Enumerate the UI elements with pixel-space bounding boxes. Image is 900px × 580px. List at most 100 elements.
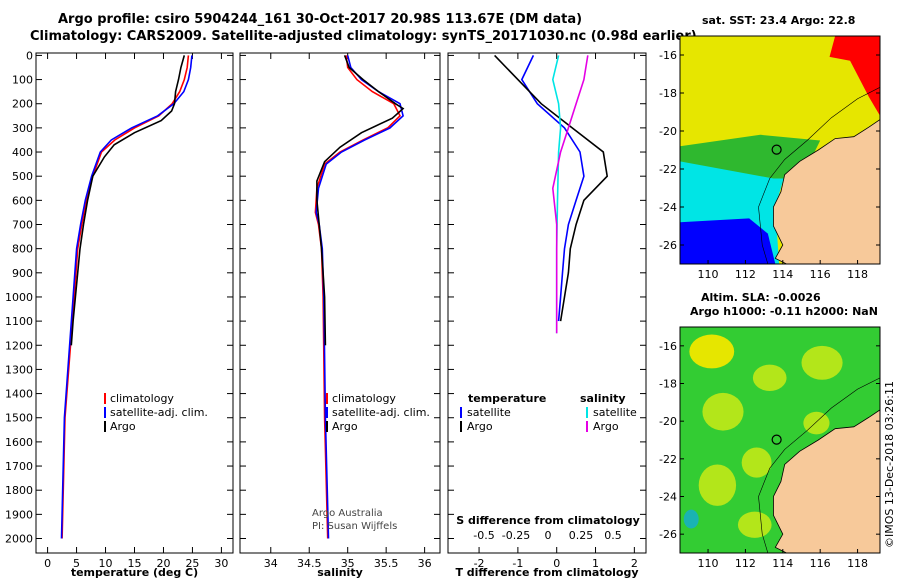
annotation-pi: PI: Susan Wijffels bbox=[312, 521, 397, 532]
map-y-tick-label: -24 bbox=[659, 491, 677, 504]
series-line-argo bbox=[494, 54, 609, 322]
profile-panel-2: 34 34.5 35 35.5 36 salinity climatologysatelli… bbox=[239, 52, 441, 579]
map-x-tick-label: 110 bbox=[698, 557, 719, 570]
series-line-argo bbox=[70, 55, 186, 346]
map-x-tick-label: 116 bbox=[810, 557, 831, 570]
legend-label: satellite-adj. clim. bbox=[332, 406, 430, 419]
y-tick-label: 1100 bbox=[5, 315, 33, 328]
sla-anomaly-blob bbox=[741, 447, 772, 478]
sst-map-title: sat. SST: 23.4 Argo: 22.8 bbox=[702, 14, 856, 27]
legend-label: Argo bbox=[467, 420, 493, 433]
legend-label: Argo bbox=[110, 420, 136, 433]
sst-map: 110 112 114 116 118 -16 -18 -20 -22 -24 -26 bbox=[659, 35, 881, 281]
map-y-tick-label: -26 bbox=[659, 528, 677, 541]
panel-frame bbox=[447, 52, 647, 554]
bathymetry-contour bbox=[758, 377, 881, 554]
sst-mid-water bbox=[680, 134, 821, 179]
y-tick-label: 500 bbox=[12, 170, 33, 183]
y-tick-label: 800 bbox=[12, 243, 33, 256]
x-tick-label: 1 bbox=[592, 557, 599, 570]
map-y-tick-label: -20 bbox=[659, 415, 677, 428]
map-y-tick-label: -24 bbox=[659, 201, 677, 214]
map-y-tick-label: -18 bbox=[659, 87, 677, 100]
y-tick-label: 1400 bbox=[5, 388, 33, 401]
map-x-tick-label: 116 bbox=[810, 268, 831, 281]
y-tick-label: 1200 bbox=[5, 339, 33, 352]
map-x-tick-label: 112 bbox=[735, 557, 756, 570]
map-y-tick-label: -16 bbox=[659, 49, 677, 62]
x-tick-label: 10 bbox=[99, 557, 113, 570]
y-tick-label: 1800 bbox=[5, 484, 33, 497]
legend-label: climatology bbox=[332, 392, 396, 405]
header-line-2: Climatology: CARS2009. Satellite-adjuste… bbox=[30, 29, 697, 44]
map-x-tick-label: 114 bbox=[772, 557, 793, 570]
x2-tick-label: 0 bbox=[545, 529, 552, 542]
sla-anomaly-blob bbox=[803, 411, 830, 435]
sla-map: 110 112 114 116 118 -16 -18 -20 -22 -24 -26 bbox=[659, 326, 881, 570]
x2-tick-label: -0.5 bbox=[473, 529, 494, 542]
x-tick-label: -2 bbox=[474, 557, 485, 570]
sla-anomaly-blob bbox=[683, 509, 699, 529]
x-tick-label: 0 bbox=[44, 557, 51, 570]
y-tick-label: 0 bbox=[26, 49, 33, 62]
sla-map-title-2: Argo h1000: -0.11 h2000: NaN bbox=[690, 305, 878, 318]
legend-title-salinity: salinity bbox=[580, 392, 626, 405]
map-frame bbox=[679, 35, 881, 265]
panel-frame bbox=[239, 52, 441, 554]
argo-float-marker bbox=[771, 434, 782, 445]
sla-anomaly-blob bbox=[752, 364, 787, 392]
imos-credit: ©IMOS 13-Dec-2018 03:26:11 bbox=[883, 381, 896, 548]
x2-tick-label: 0.5 bbox=[604, 529, 622, 542]
x-tick-label: 30 bbox=[214, 557, 228, 570]
y-tick-label: 900 bbox=[12, 267, 33, 280]
y-tick-label: 2000 bbox=[5, 533, 33, 546]
map-frame bbox=[679, 326, 881, 554]
argo-float-marker bbox=[771, 144, 782, 155]
y-tick-label: 1900 bbox=[5, 508, 33, 521]
profile-panel-1: 0 5 10 15 20 25 300100200300400500600700800900… bbox=[5, 49, 234, 579]
legend-title-temperature: temperature bbox=[468, 392, 546, 405]
x-tick-label: 20 bbox=[156, 557, 170, 570]
coastline bbox=[773, 409, 881, 554]
y-tick-label: 1000 bbox=[5, 291, 33, 304]
x2-tick-label: -0.25 bbox=[502, 529, 530, 542]
y-tick-label: 100 bbox=[12, 74, 33, 87]
sla-anomaly-blob bbox=[689, 334, 735, 369]
y-tick-label: 1300 bbox=[5, 363, 33, 376]
legend-label: satellite bbox=[593, 406, 637, 419]
x-tick-label: -1 bbox=[512, 557, 523, 570]
legend-label: climatology bbox=[110, 392, 174, 405]
australia-land bbox=[773, 409, 880, 553]
y-tick-label: 200 bbox=[12, 98, 33, 111]
series-line-climatology bbox=[61, 55, 190, 539]
map-y-tick-label: -18 bbox=[659, 378, 677, 391]
x-tick-label: 15 bbox=[128, 557, 142, 570]
x-tick-label: 34 bbox=[264, 557, 278, 570]
series-line-argo bbox=[551, 55, 589, 334]
legend-label: Argo bbox=[593, 420, 619, 433]
x2-axis-label: S difference from climatology bbox=[456, 514, 640, 527]
y-tick-label: 300 bbox=[12, 122, 33, 135]
map-x-tick-label: 118 bbox=[847, 268, 868, 281]
y-tick-label: 1600 bbox=[5, 436, 33, 449]
sla-anomaly-blob bbox=[737, 511, 772, 538]
sla-anomaly-blob bbox=[698, 464, 737, 506]
x-tick-label: 34.5 bbox=[297, 557, 322, 570]
sla-anomaly-blob bbox=[801, 345, 843, 380]
x-axis-label: temperature (deg C) bbox=[71, 566, 198, 579]
x-tick-label: 0 bbox=[553, 557, 560, 570]
x-tick-label: 36 bbox=[418, 557, 432, 570]
map-x-tick-label: 114 bbox=[772, 268, 793, 281]
australia-land bbox=[773, 119, 880, 264]
profile-panel-3: -2 -1 0 1 2T difference from climatology temp… bbox=[447, 52, 647, 579]
sst-coldest-water bbox=[680, 218, 776, 264]
map-x-tick-label: 112 bbox=[735, 268, 756, 281]
y-tick-label: 400 bbox=[12, 146, 33, 159]
series-line-argo bbox=[316, 55, 405, 346]
x-tick-label: 5 bbox=[73, 557, 80, 570]
map-y-tick-label: -26 bbox=[659, 239, 677, 252]
y-tick-label: 700 bbox=[12, 218, 33, 231]
sla-map-title-1: Altim. SLA: -0.0026 bbox=[701, 291, 821, 304]
